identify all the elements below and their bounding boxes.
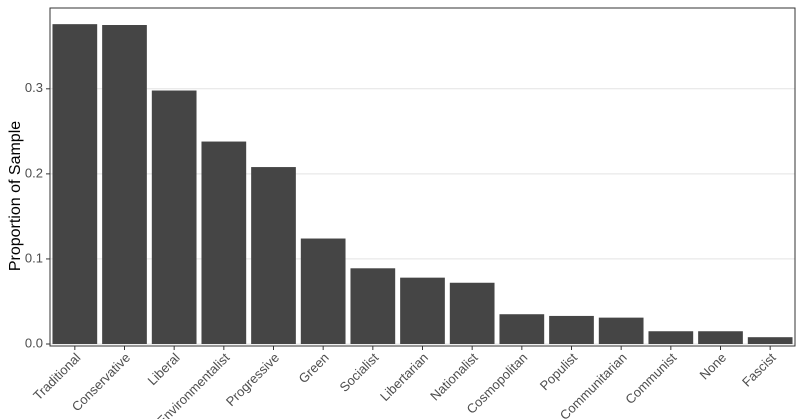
y-tick-label: 0.0 xyxy=(25,335,43,350)
bar xyxy=(52,24,98,345)
x-tick-label: Socialist xyxy=(337,350,382,395)
x-tick-label: Fascist xyxy=(739,350,779,390)
x-tick-label: None xyxy=(696,350,729,383)
bar xyxy=(449,282,495,344)
bar xyxy=(598,317,644,344)
plot-border xyxy=(49,7,796,347)
x-tick-label: Green xyxy=(296,350,332,386)
x-tick-label: Nationalist xyxy=(427,350,481,404)
bar xyxy=(300,238,346,344)
bar xyxy=(499,314,545,344)
bar xyxy=(648,331,694,344)
y-tick-label: 0.1 xyxy=(25,250,43,265)
bar xyxy=(251,167,296,344)
bar xyxy=(350,268,396,344)
bar xyxy=(102,25,147,344)
y-tick-label: 0.2 xyxy=(25,165,43,180)
x-tick-label: Liberal xyxy=(145,350,183,388)
x-tick-label: Progressive xyxy=(223,350,282,409)
bar xyxy=(549,315,594,344)
x-tick-label: Traditional xyxy=(30,350,83,403)
y-tick-label: 0.3 xyxy=(25,80,43,95)
bar xyxy=(151,90,197,345)
bar xyxy=(698,331,743,344)
bar xyxy=(400,277,445,344)
y-axis-title: Proportion of Sample xyxy=(7,121,24,271)
x-tick-label: Libertarian xyxy=(377,350,431,404)
x-tick-label: Populist xyxy=(537,350,581,394)
bar xyxy=(747,337,793,344)
bar xyxy=(201,141,247,344)
x-tick-label: Communist xyxy=(622,350,679,407)
